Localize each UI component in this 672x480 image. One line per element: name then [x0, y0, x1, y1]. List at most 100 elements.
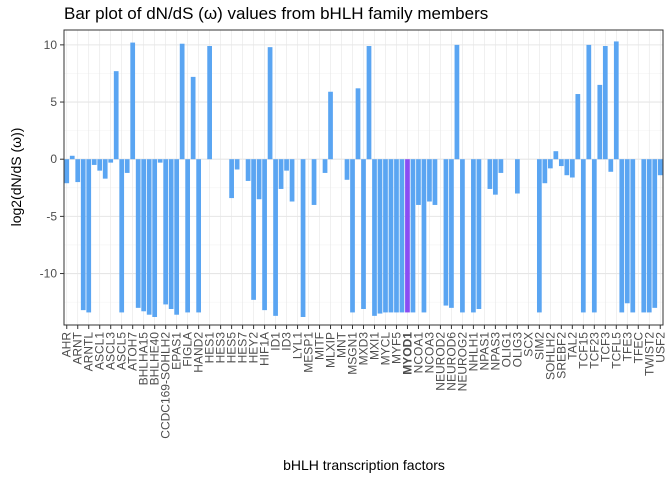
y-tick-label: 10	[44, 38, 58, 52]
x-tick-label: NEUROD2	[433, 332, 447, 391]
bar-myf5	[394, 159, 399, 313]
plot-border	[63, 29, 664, 326]
bar-unlabeled	[388, 159, 394, 313]
bar-unlabeled	[366, 46, 372, 160]
x-tick-label: MYCL	[378, 332, 392, 366]
bar-unlabeled	[80, 159, 86, 311]
bar-usf2	[657, 159, 663, 176]
x-tick-label: NEUROG2	[455, 332, 469, 392]
bar-unlabeled	[355, 88, 361, 160]
x-tick-label: ID1	[269, 332, 283, 351]
bar-ascl3	[108, 159, 114, 163]
bar-arntl	[86, 159, 92, 313]
bar-unlabeled	[322, 159, 328, 173]
x-tick-label: LYL1	[291, 332, 305, 359]
bar-figla	[185, 159, 191, 313]
bar-unlabeled	[377, 159, 383, 314]
bar-unlabeled	[399, 159, 405, 313]
bar-unlabeled	[168, 159, 174, 309]
y-tick-label: -5	[46, 209, 57, 223]
x-tick-label: MXD3	[357, 332, 371, 366]
x-tick-label: ARNTL	[82, 332, 96, 372]
bar-hey2	[251, 159, 256, 300]
x-tick-label: MYOD1	[400, 332, 414, 375]
bar-srebf2	[558, 159, 564, 167]
bar-neurog2	[460, 159, 465, 313]
x-tick-label: SREBF2	[554, 332, 568, 379]
x-tick-label: MLXIP	[324, 332, 338, 368]
x-tick-label: BHLHE40	[148, 332, 162, 386]
bar-id1	[273, 159, 278, 316]
x-tick-label: HAND2	[192, 332, 206, 373]
x-tick-label: MNT	[335, 331, 349, 358]
x-axis-ticks: AHRARNTARNTLASCL1ASCL3ASCL5ATOH7BHLHA15B…	[60, 325, 667, 439]
bar-ccdc169-sohlh2	[163, 159, 169, 305]
x-tick-label: TAL2	[565, 332, 579, 360]
x-tick-label: HES5	[225, 332, 239, 364]
x-tick-label: MYF5	[389, 332, 403, 364]
x-tick-label: HES1	[203, 332, 217, 364]
y-tick-label: 0	[50, 152, 57, 166]
x-tick-label: SCX	[521, 332, 535, 357]
bar-id3	[284, 159, 289, 171]
bar-unlabeled	[641, 159, 647, 313]
bar-unlabeled	[267, 47, 273, 160]
bar-mycl	[383, 159, 388, 313]
bar-unlabeled	[179, 43, 185, 160]
x-tick-label: ASCL1	[93, 332, 107, 370]
bar-ncoa1	[416, 159, 421, 205]
bar-sohlh2	[547, 159, 553, 169]
bar-unlabeled	[597, 84, 603, 160]
bar-unlabeled	[454, 44, 460, 160]
y-axis-ticks: -10 -5 0 5 10	[40, 38, 64, 281]
bar-tcf23	[591, 159, 597, 313]
bar-unlabeled	[619, 159, 625, 313]
bar-unlabeled	[245, 159, 251, 181]
bar-bhlhe40	[152, 159, 158, 317]
x-tick-label: HES7	[236, 332, 250, 364]
y-tick-label: 5	[50, 95, 57, 109]
y-axis-title: log2(dN/dS (ω))	[8, 128, 24, 227]
x-tick-label: SOHLH2	[543, 332, 557, 380]
bar-unlabeled	[575, 94, 581, 160]
x-tick-label: TFEC	[631, 332, 645, 364]
x-tick-label: TWIST2	[642, 332, 656, 376]
x-tick-label: NEUROD6	[444, 332, 458, 391]
bar-unlabeled	[256, 159, 262, 200]
x-tick-label: ASCL3	[104, 332, 118, 370]
bar-tfe3	[624, 159, 630, 304]
x-tick-label: NHLH1	[466, 332, 480, 372]
x-tick-label: EPAS1	[170, 332, 184, 370]
x-tick-label: MXI1	[367, 332, 381, 360]
x-tick-label: NCOA3	[422, 332, 436, 374]
x-tick-label: USF2	[653, 332, 667, 363]
bar-unlabeled	[91, 159, 97, 165]
x-tick-label: NPAS1	[477, 332, 491, 371]
bar-unlabeled	[586, 44, 592, 160]
bar-unlabeled	[102, 159, 108, 179]
x-tick-label: HEY2	[247, 332, 261, 364]
bar-tcfl5	[613, 41, 619, 160]
bar-mlxip	[328, 91, 333, 160]
bar-unlabeled	[278, 159, 284, 189]
bar-unlabeled	[630, 159, 636, 313]
x-tick-label: TFE3	[620, 332, 634, 362]
x-tick-label: OLIG1	[499, 332, 513, 368]
x-tick-label: OLIG3	[510, 332, 524, 368]
bar-unlabeled	[124, 159, 130, 173]
x-tick-label: SIM2	[532, 332, 546, 360]
bar-msgn1	[350, 159, 355, 313]
bar-hand2	[196, 159, 202, 313]
bar-nhlh1	[471, 159, 476, 313]
x-tick-label: MSGN1	[346, 332, 360, 375]
bar-atoh7	[130, 42, 136, 160]
x-tick-label: NCOA1	[411, 332, 425, 374]
chart-title: Bar plot of dN/dS (ω) values from bHLH f…	[64, 4, 489, 23]
bar-unlabeled	[289, 159, 295, 202]
x-tick-label: AHR	[60, 332, 74, 358]
bar-unlabeled	[410, 159, 416, 313]
bar-unlabeled	[542, 159, 548, 184]
x-axis-title: bHLH transcription factors	[283, 457, 445, 473]
x-tick-label: MESP1	[302, 332, 316, 373]
bar-ascl1	[97, 159, 103, 171]
